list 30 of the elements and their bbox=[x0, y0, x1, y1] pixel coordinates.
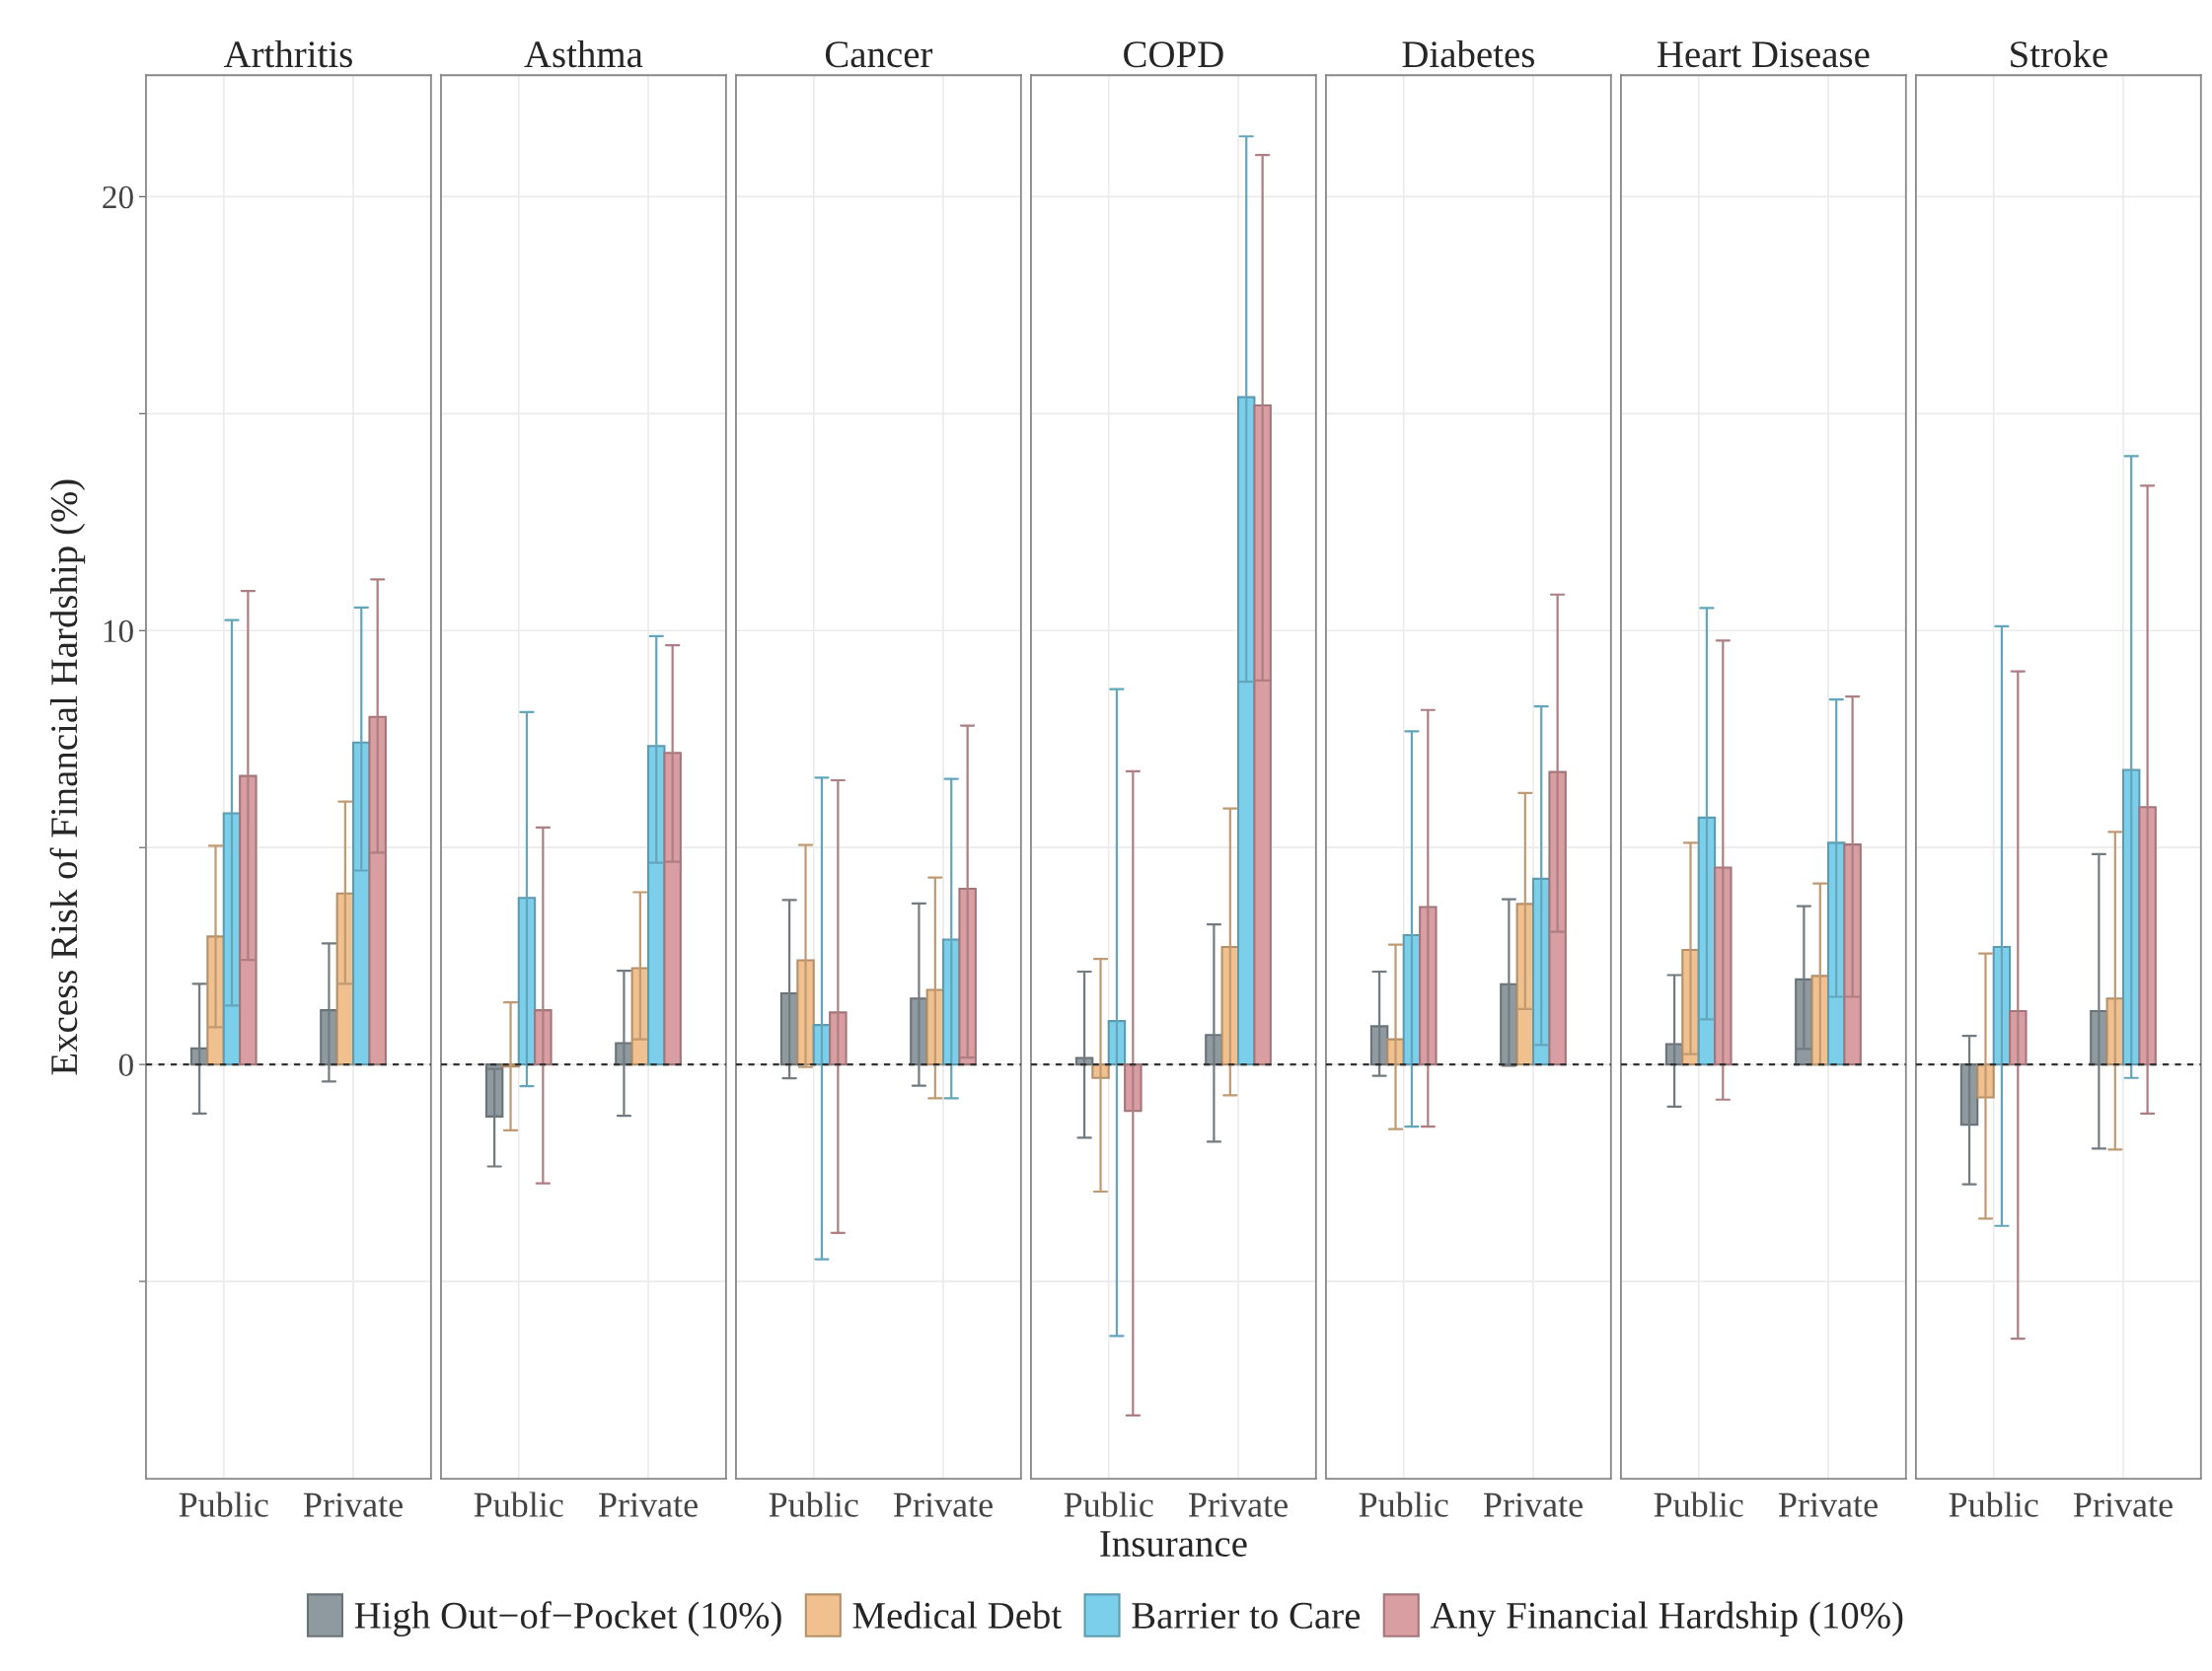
x-tick-label: Public bbox=[1654, 1491, 1743, 1517]
x-tick-label: Public bbox=[1949, 1491, 2038, 1517]
legend-label: Any Financial Hardship (10%) bbox=[1430, 1601, 1903, 1636]
legend-label: Barrier to Care bbox=[1132, 1602, 1361, 1629]
chart-title: COPD bbox=[1124, 41, 1223, 68]
chart-title: Arthritis bbox=[223, 39, 352, 68]
x-tick-label: Public bbox=[769, 1491, 858, 1517]
x-tick-label: Private bbox=[1778, 1492, 1878, 1517]
x-tick-label: Public bbox=[474, 1491, 563, 1517]
y-tick-label: 0 bbox=[118, 1053, 133, 1077]
x-tick-label: Private bbox=[303, 1492, 403, 1517]
x-tick-label: Public bbox=[179, 1491, 268, 1517]
chart-title: Diabetes bbox=[1402, 39, 1534, 68]
x-tick-label: Private bbox=[1483, 1492, 1583, 1517]
x-tick-label: Private bbox=[893, 1492, 993, 1517]
x-tick-label: Private bbox=[598, 1492, 698, 1517]
legend-label: Medical Debt bbox=[852, 1601, 1062, 1629]
x-tick-label: Private bbox=[2073, 1492, 2173, 1517]
chart-title: Heart Disease bbox=[1657, 41, 1870, 68]
y-tick-label: 10 bbox=[104, 619, 133, 643]
legend-label: High Out−of−Pocket (10%) bbox=[354, 1601, 781, 1636]
x-tick-label: Private bbox=[1188, 1492, 1288, 1517]
y-axis-title: Excess Risk of Financial Hardship (%) bbox=[49, 479, 86, 1075]
y-tick-label: 20 bbox=[103, 185, 133, 209]
chart-title: Cancer bbox=[825, 41, 933, 68]
chart-title: Asthma bbox=[524, 39, 643, 68]
x-axis-title: Insurance bbox=[1100, 1531, 1247, 1558]
x-tick-label: Public bbox=[1064, 1491, 1153, 1517]
x-tick-label: Public bbox=[1359, 1491, 1448, 1517]
chart-title: Stroke bbox=[2011, 39, 2107, 68]
